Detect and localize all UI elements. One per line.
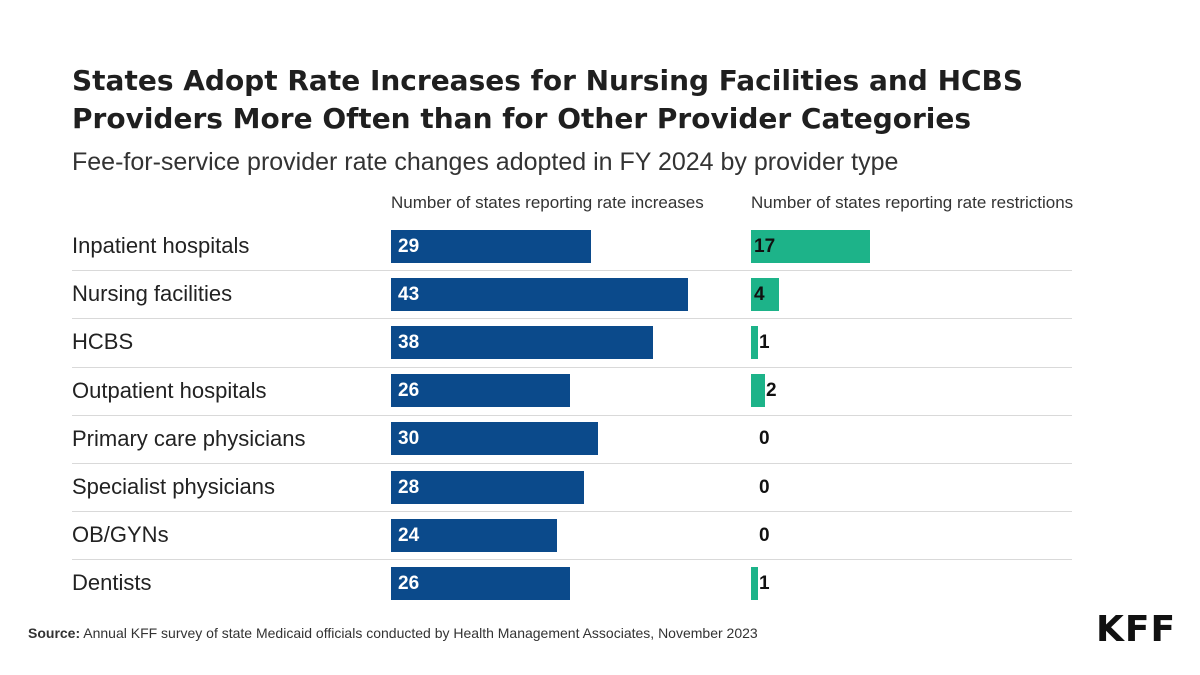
value-increases-specialist-physicians: 28 (398, 476, 420, 498)
bar-restrictions-nursing-facilities (751, 277, 779, 311)
value-restrictions-specialist-physicians: 0 (759, 476, 770, 498)
bar-increases-specialist-physicians (391, 470, 585, 504)
bar-increases-primary-care-physicians (391, 422, 598, 456)
value-increases-dentists: 26 (398, 572, 420, 594)
value-restrictions-dentists: 1 (759, 572, 770, 594)
source-label: Source: (28, 625, 81, 641)
value-restrictions-hcbs: 1 (759, 331, 770, 353)
bar-increases-inpatient-hospitals (391, 229, 592, 263)
value-restrictions-ob-gyns: 0 (759, 524, 770, 546)
value-restrictions-nursing-facilities: 4 (754, 283, 765, 305)
source-note: Source: Annual KFF survey of state Medic… (28, 625, 758, 641)
value-increases-nursing-facilities: 43 (398, 283, 420, 305)
value-restrictions-outpatient-hospitals: 2 (766, 380, 777, 402)
row-separator (72, 559, 1072, 560)
row-separator (72, 415, 1072, 416)
row-separator (72, 367, 1072, 368)
row-label-outpatient-hospitals: Outpatient hospitals (72, 377, 267, 403)
value-restrictions-primary-care-physicians: 0 (759, 428, 770, 450)
bar-increases-hcbs (391, 325, 654, 359)
row-label-specialist-physicians: Specialist physicians (72, 474, 275, 499)
bar-increases-nursing-facilities (391, 277, 688, 311)
value-increases-outpatient-hospitals: 26 (398, 380, 420, 402)
chart-subtitle: Fee-for-service provider rate changes ad… (72, 148, 899, 176)
value-restrictions-inpatient-hospitals: 17 (754, 235, 776, 257)
value-increases-hcbs: 38 (398, 331, 420, 353)
row-label-inpatient-hospitals: Inpatient hospitals (72, 233, 250, 258)
value-increases-primary-care-physicians: 30 (398, 428, 420, 450)
row-separator (72, 270, 1072, 271)
column-header-increases: Number of states reporting rate increase… (391, 193, 704, 212)
bar-restrictions-inpatient-hospitals (751, 229, 870, 263)
column-header-restrictions: Number of states reporting rate restrict… (751, 193, 1074, 212)
bar-restrictions-outpatient-hospitals (751, 374, 765, 408)
value-increases-ob-gyns: 24 (398, 524, 420, 546)
row-label-ob-gyns: OB/GYNs (72, 522, 169, 548)
bar-increases-dentists (391, 566, 571, 600)
chart-title: States Adopt Rate Increases for Nursing … (72, 64, 1024, 135)
source-text: Annual KFF survey of state Medicaid offi… (80, 625, 758, 641)
row-separator (72, 511, 1072, 512)
row-separator (72, 318, 1072, 319)
row-separator (72, 463, 1072, 464)
row-label-hcbs: HCBS (72, 329, 134, 355)
bar-increases-outpatient-hospitals (391, 374, 571, 408)
row-label-dentists: Dentists (72, 570, 152, 596)
bar-restrictions-dentists (751, 566, 758, 600)
bar-increases-ob-gyns (391, 518, 557, 552)
value-increases-inpatient-hospitals: 29 (398, 235, 420, 257)
bar-restrictions-hcbs (751, 325, 758, 359)
kff-logo: KFF (1096, 609, 1177, 650)
row-label-nursing-facilities: Nursing facilities (72, 281, 233, 307)
row-label-primary-care-physicians: Primary care physicians (72, 425, 306, 451)
